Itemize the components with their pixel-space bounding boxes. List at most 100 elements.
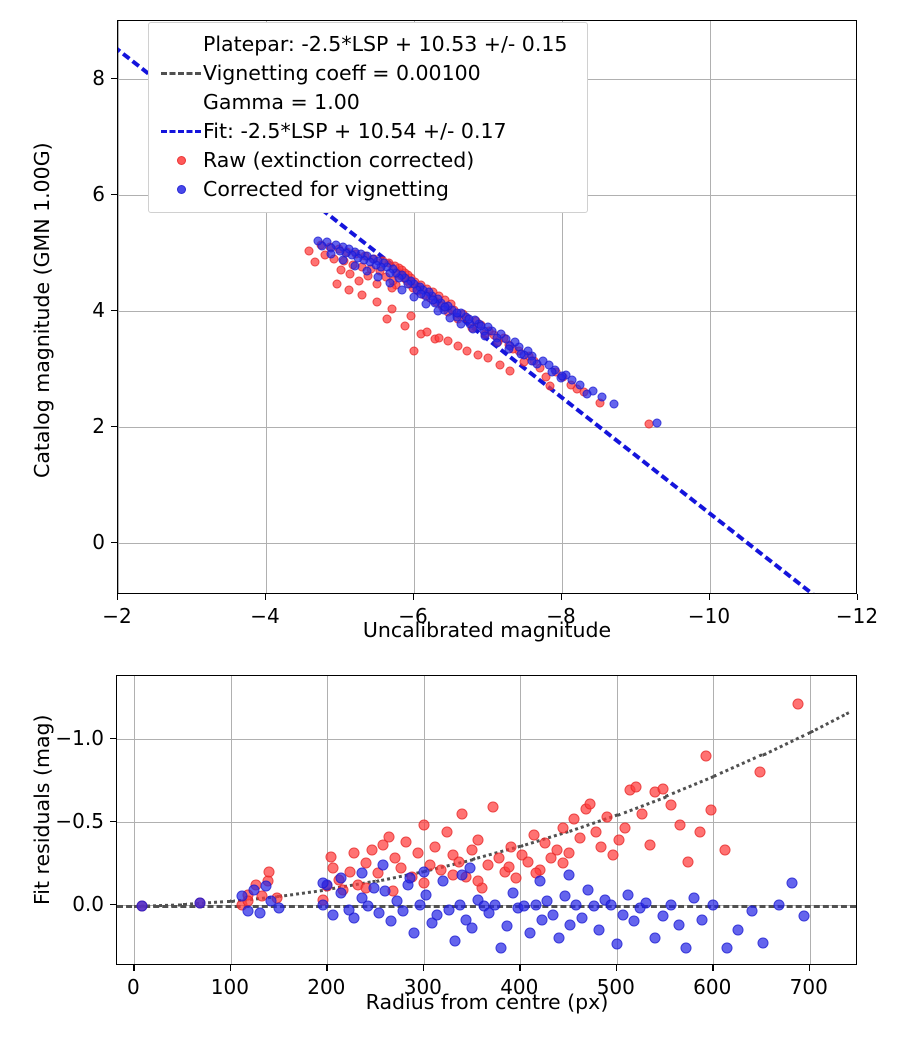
x-gridline: [616, 676, 618, 964]
data-point: [431, 909, 443, 921]
data-point: [489, 899, 501, 911]
y-tick: [111, 77, 117, 80]
x-tick: [117, 594, 119, 600]
x-tick-label: 300: [403, 975, 442, 999]
data-point: [680, 942, 692, 954]
data-point: [503, 861, 515, 873]
data-point: [563, 869, 575, 881]
marker-dot-icon: [176, 156, 186, 165]
x-tick: [326, 965, 328, 971]
data-point: [383, 831, 395, 843]
data-point: [547, 909, 559, 921]
data-point: [559, 890, 571, 902]
data-point: [242, 905, 254, 917]
data-point: [260, 880, 272, 892]
data-point: [473, 350, 483, 360]
x-gridline: [327, 676, 329, 964]
data-point: [628, 915, 640, 927]
data-point: [426, 917, 438, 929]
data-point: [652, 418, 662, 428]
dashed-line-icon: [161, 72, 201, 75]
data-point: [746, 905, 758, 917]
data-point: [480, 331, 490, 341]
data-point: [263, 866, 275, 878]
data-point: [460, 914, 472, 926]
data-point: [601, 811, 613, 823]
data-point: [453, 856, 465, 868]
data-point: [528, 829, 540, 841]
data-point: [373, 272, 383, 282]
data-point: [326, 249, 336, 259]
data-point: [545, 381, 555, 391]
y-tick-label: 2: [92, 413, 105, 438]
data-point: [406, 311, 416, 321]
x-tick-label: 400: [500, 975, 539, 999]
fit-residuals-xlabel: Radius from centre (px): [365, 990, 609, 1014]
data-point: [400, 836, 412, 848]
x-tick: [133, 965, 135, 971]
x-gridline: [134, 676, 136, 964]
x-tick: [422, 965, 425, 971]
data-point: [674, 819, 686, 831]
data-point: [416, 289, 426, 298]
data-point: [673, 919, 685, 931]
data-point: [424, 859, 436, 871]
data-point: [456, 319, 466, 329]
data-point: [530, 899, 542, 911]
data-point: [597, 392, 607, 402]
data-point: [409, 346, 419, 356]
data-point: [773, 899, 785, 911]
x-gridline: [266, 21, 267, 593]
data-point: [447, 849, 459, 861]
data-point: [547, 367, 557, 377]
data-point: [304, 246, 314, 256]
data-point: [449, 935, 461, 947]
data-point: [472, 894, 484, 906]
legend-label: Gamma = 1.00: [203, 90, 360, 114]
data-point: [700, 750, 712, 762]
data-point: [619, 822, 630, 834]
data-point: [354, 276, 364, 286]
data-point: [254, 907, 266, 919]
data-point: [705, 804, 717, 816]
data-point: [754, 766, 766, 778]
y-tick-label: 4: [92, 297, 105, 322]
data-point: [483, 353, 493, 363]
data-point: [792, 698, 804, 710]
data-point: [452, 308, 462, 318]
data-point: [136, 900, 148, 912]
legend-entry: Fit: -2.5*LSP + 10.54 +/- 0.17: [159, 117, 577, 146]
data-point: [345, 269, 355, 279]
data-point: [495, 942, 507, 954]
legend-label: Raw (extinction corrected): [203, 148, 475, 172]
data-point: [327, 862, 339, 874]
data-point: [310, 257, 320, 267]
data-point: [657, 783, 669, 795]
data-point: [395, 862, 407, 874]
data-point: [462, 346, 472, 356]
y-tick-label: 0: [92, 529, 105, 554]
data-point: [694, 826, 706, 838]
data-point: [348, 912, 360, 924]
x-gridline: [809, 676, 811, 964]
legend-entry: Platepar: -2.5*LSP + 10.53 +/- 0.15: [159, 30, 577, 59]
x-tick-label: 500: [596, 975, 635, 999]
data-point: [335, 872, 347, 884]
x-tick: [857, 594, 859, 600]
data-point: [557, 857, 569, 869]
y-gridline: [118, 542, 856, 544]
y-tick-label: −0.5: [55, 808, 104, 833]
data-point: [719, 844, 731, 856]
x-gridline: [710, 21, 711, 593]
data-point: [584, 798, 596, 810]
data-point: [456, 869, 468, 881]
legend-entry: Vignetting coeff = 0.00100: [159, 59, 577, 88]
data-point: [472, 875, 484, 887]
data-point: [372, 867, 383, 879]
data-point: [568, 813, 580, 824]
data-point: [657, 910, 669, 922]
magnitude-fit-xlabel: Uncalibrated magnitude: [362, 618, 612, 642]
data-point: [368, 882, 380, 894]
legend-blue-dot-icon: [159, 185, 203, 194]
magnitude-fit-plot-area: [118, 21, 856, 593]
